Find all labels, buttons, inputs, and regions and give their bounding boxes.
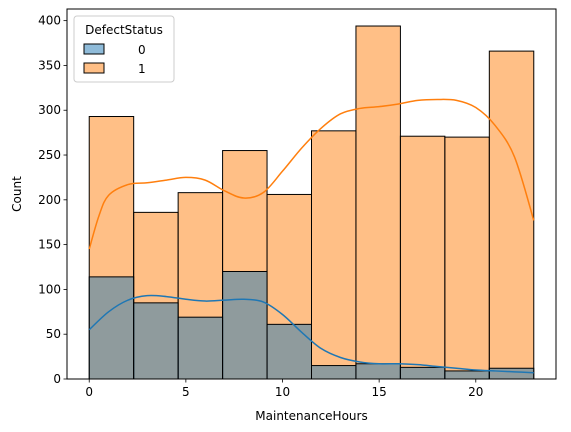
bar-series-0-bin-7: [399, 366, 446, 380]
kde-curves: [88, 98, 535, 374]
y-tick-label-300: 300: [38, 103, 61, 117]
kde-line-series-1: [88, 98, 535, 250]
x-tick-label-0: 0: [85, 385, 93, 399]
y-tick-label-250: 250: [38, 148, 61, 162]
legend-label-1: 1: [138, 62, 146, 76]
y-tick-label-50: 50: [46, 327, 61, 341]
bar-series-1-bin-7: [399, 135, 446, 380]
legend-title: DefectStatus: [85, 23, 163, 37]
bar-series-1-bin-9: [488, 50, 535, 380]
legend-label-0: 0: [138, 43, 146, 57]
x-tick-label-15: 15: [372, 385, 387, 399]
y-tick-label-0: 0: [53, 372, 61, 386]
y-tick-label-350: 350: [38, 58, 61, 72]
x-axis-label: MaintenanceHours: [255, 409, 367, 423]
bar-series-1-bin-5: [311, 130, 357, 380]
bar-series-0-bin-0: [88, 276, 135, 380]
bar-series-1-bin-6: [355, 25, 401, 380]
bar-series-0-bin-9: [488, 367, 535, 380]
y-axis-ticks: 0 50 100 150 200 250 300 350 400: [38, 14, 67, 386]
bar-series-0-bin-5: [311, 365, 357, 380]
bar-series-0-bin-6: [355, 363, 401, 380]
y-tick-label-150: 150: [38, 238, 61, 252]
y-tick-label-400: 400: [38, 14, 61, 28]
x-tick-label-5: 5: [182, 385, 190, 399]
y-tick-label-200: 200: [38, 193, 61, 207]
bar-series-0-bin-3: [222, 270, 268, 380]
histogram-bars: [88, 25, 535, 380]
bar-series-1-bin-8: [444, 136, 490, 380]
y-tick-label-100: 100: [38, 282, 61, 296]
axes-frame: [66, 8, 557, 380]
x-axis-ticks: 0 5 10 15 20: [85, 379, 483, 399]
legend: DefectStatus 0 1: [73, 15, 175, 83]
plot-area: [66, 8, 557, 380]
x-tick-label-20: 20: [468, 385, 483, 399]
legend-swatch-1: [83, 62, 105, 74]
bar-series-0-bin-2: [177, 316, 224, 380]
bar-series-0-bin-1: [133, 302, 179, 380]
kde-line-series-0: [88, 294, 534, 374]
y-axis-label: Count: [10, 176, 24, 212]
legend-swatch-0: [83, 43, 105, 55]
bar-series-0-bin-4: [266, 323, 312, 380]
x-tick-label-10: 10: [275, 385, 290, 399]
bar-series-0-bin-8: [444, 370, 490, 380]
